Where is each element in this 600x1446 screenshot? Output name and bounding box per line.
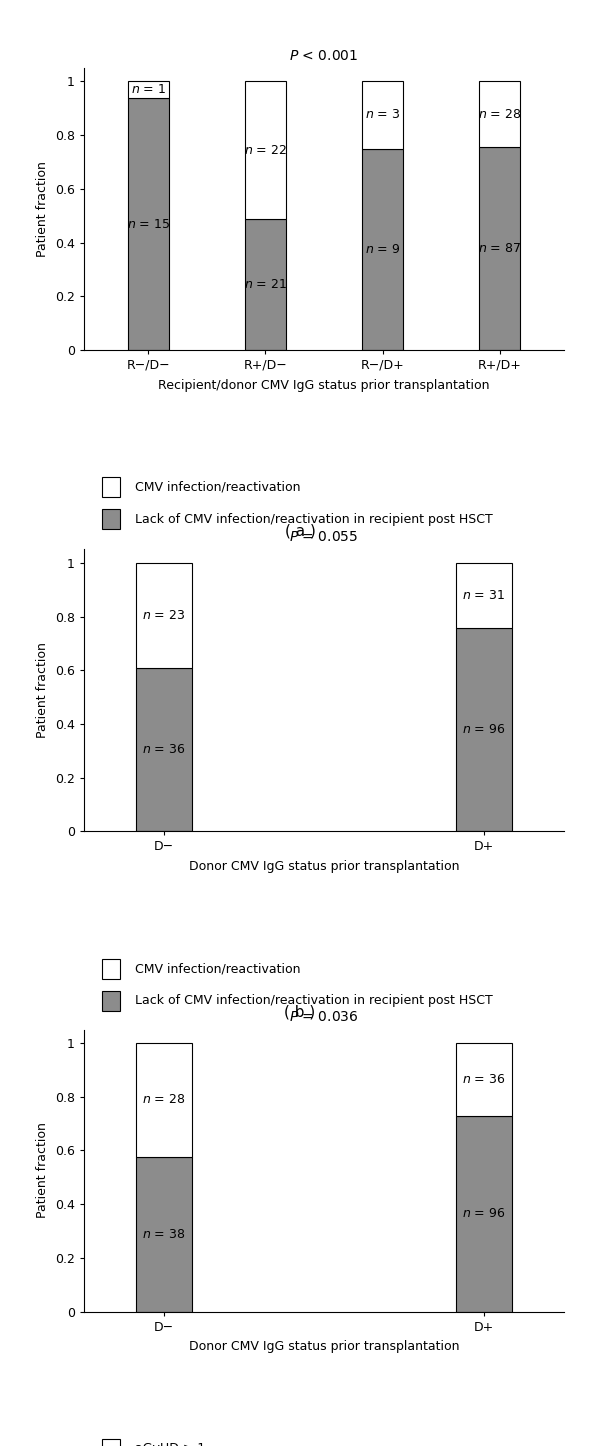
Y-axis label: Patient fraction: Patient fraction <box>37 1122 49 1219</box>
Text: $n$ = 28: $n$ = 28 <box>142 1093 186 1106</box>
Y-axis label: Patient fraction: Patient fraction <box>37 642 49 739</box>
Text: Lack of CMV infection/reactivation in recipient post HSCT: Lack of CMV infection/reactivation in re… <box>135 513 493 525</box>
Bar <box>136 1043 192 1157</box>
Text: $n$ = 22: $n$ = 22 <box>244 143 287 156</box>
Text: $n$ = 38: $n$ = 38 <box>142 1228 186 1241</box>
Bar <box>136 668 192 831</box>
Text: $n$ = 3: $n$ = 3 <box>365 108 400 121</box>
X-axis label: Recipient/donor CMV IgG status prior transplantation: Recipient/donor CMV IgG status prior tra… <box>158 379 490 392</box>
X-axis label: Donor CMV IgG status prior transplantation: Donor CMV IgG status prior transplantati… <box>189 1340 459 1353</box>
Y-axis label: Patient fraction: Patient fraction <box>37 161 49 257</box>
Text: Lack of CMV infection/reactivation in recipient post HSCT: Lack of CMV infection/reactivation in re… <box>135 995 493 1006</box>
Text: $n$ = 87: $n$ = 87 <box>478 241 521 254</box>
Text: CMV infection/reactivation: CMV infection/reactivation <box>135 963 301 975</box>
Bar <box>245 81 286 218</box>
Text: ( a ): ( a ) <box>284 523 316 538</box>
Title: $\it{P}$ = 0.055: $\it{P}$ = 0.055 <box>289 531 359 544</box>
X-axis label: Donor CMV IgG status prior transplantation: Donor CMV IgG status prior transplantati… <box>189 860 459 873</box>
Text: $n$ = 31: $n$ = 31 <box>463 589 506 602</box>
Bar <box>136 562 192 668</box>
Text: $n$ = 23: $n$ = 23 <box>142 609 185 622</box>
Text: aGvHD > 1: aGvHD > 1 <box>135 1443 205 1446</box>
Text: $n$ = 21: $n$ = 21 <box>244 278 287 291</box>
Bar <box>245 218 286 350</box>
Bar <box>456 629 512 831</box>
Text: $n$ = 28: $n$ = 28 <box>478 107 521 120</box>
Bar <box>136 1157 192 1312</box>
Text: $n$ = 36: $n$ = 36 <box>142 743 186 756</box>
Title: $\it{P}$ = 0.036: $\it{P}$ = 0.036 <box>289 1011 359 1024</box>
Bar <box>479 81 520 146</box>
Bar <box>362 81 403 149</box>
Text: $n$ = 36: $n$ = 36 <box>462 1073 506 1086</box>
Bar <box>456 1116 512 1312</box>
Bar <box>128 81 169 98</box>
Text: $n$ = 96: $n$ = 96 <box>462 723 506 736</box>
Bar <box>479 146 520 350</box>
Bar <box>456 1043 512 1116</box>
Text: $n$ = 1: $n$ = 1 <box>131 84 166 97</box>
Title: $\it{P}$ < 0.001: $\it{P}$ < 0.001 <box>289 49 359 62</box>
Text: $n$ = 9: $n$ = 9 <box>365 243 400 256</box>
Bar <box>456 562 512 629</box>
Bar <box>362 149 403 350</box>
Text: CMV infection/reactivation: CMV infection/reactivation <box>135 482 301 493</box>
Text: $n$ = 96: $n$ = 96 <box>462 1207 506 1220</box>
Text: $n$ = 15: $n$ = 15 <box>127 217 170 230</box>
Bar <box>128 98 169 350</box>
Text: ( b ): ( b ) <box>284 1005 316 1019</box>
